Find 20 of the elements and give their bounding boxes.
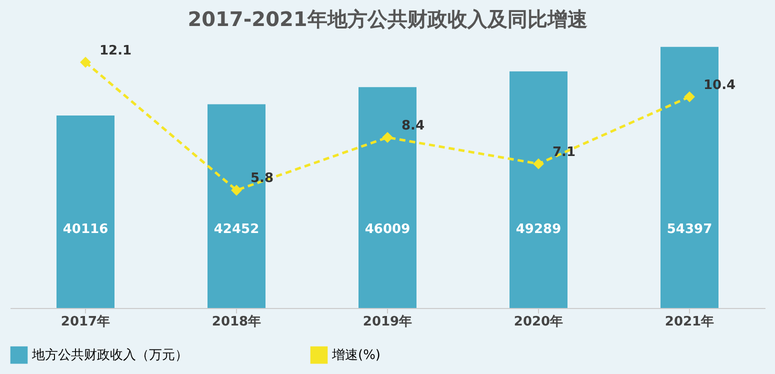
point <box>231 184 242 196</box>
point <box>382 132 393 143</box>
point <box>80 56 91 68</box>
x-tick-label: 2017年 <box>60 314 110 330</box>
point <box>533 158 544 170</box>
chart-title: 2017-2021年地方公共财政收入及同比增速 <box>188 7 588 31</box>
data-label: 42452 <box>214 222 260 237</box>
data-label: 49289 <box>516 222 562 237</box>
data-label: 12.1 <box>100 43 132 58</box>
data-label: 46009 <box>364 222 410 237</box>
data-label: 54397 <box>666 222 712 237</box>
legend-label: 地方公共财政收入（万元） <box>31 347 188 364</box>
bar <box>56 115 114 308</box>
x-tick-label: 2020年 <box>514 314 564 330</box>
x-tick-label: 2019年 <box>362 314 412 330</box>
x-tick-label: 2021年 <box>664 314 714 330</box>
x-tick-label: 2018年 <box>212 314 262 330</box>
point <box>684 91 695 102</box>
legend-label: 增速(%) <box>331 348 380 364</box>
data-label: 40116 <box>62 222 108 237</box>
